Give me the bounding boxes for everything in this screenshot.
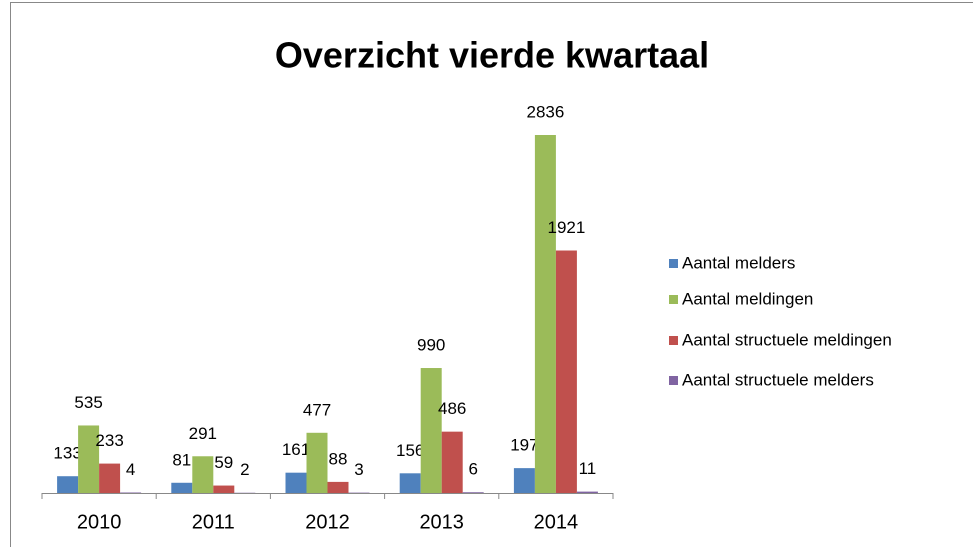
- data-label: 156: [396, 441, 424, 460]
- bar: [399, 473, 421, 493]
- bar: [99, 463, 121, 493]
- x-tick-label: 2011: [192, 511, 235, 533]
- bar: [513, 468, 535, 493]
- bar: [420, 368, 442, 493]
- data-label: 197: [510, 436, 538, 455]
- legend-label: Aantal melders: [682, 253, 795, 272]
- bar: [192, 456, 214, 493]
- legend-label: Aantal structuele melders: [682, 370, 874, 389]
- data-label: 4: [126, 460, 135, 479]
- legend-label: Aantal meldingen: [682, 289, 813, 308]
- legend-swatch: [669, 259, 678, 268]
- legend-label: Aantal structuele meldingen: [682, 330, 892, 349]
- bar: [285, 472, 307, 493]
- data-label: 6: [468, 460, 477, 479]
- data-label: 133: [53, 444, 81, 463]
- x-tick-label: 2012: [305, 511, 350, 533]
- x-tick-label: 2010: [77, 511, 122, 533]
- data-label: 233: [95, 431, 123, 450]
- bar: [576, 491, 598, 493]
- data-label: 11: [579, 459, 597, 478]
- data-label: 486: [438, 399, 466, 418]
- bar: [78, 425, 100, 493]
- data-label: 81: [172, 450, 191, 469]
- legend-swatch: [669, 336, 678, 345]
- data-label: 161: [282, 440, 310, 459]
- chart-frame: [10, 2, 973, 547]
- data-label: 477: [303, 400, 331, 419]
- x-tick-label: 2013: [419, 511, 464, 533]
- bar: [555, 250, 577, 493]
- legend-swatch: [669, 295, 678, 304]
- data-label: 291: [189, 424, 217, 443]
- bar: [171, 482, 193, 493]
- data-label: 1921: [547, 218, 585, 237]
- legend-swatch: [669, 376, 678, 385]
- data-label: 2836: [526, 102, 564, 121]
- bar: [120, 492, 142, 493]
- bar: [534, 135, 556, 493]
- bar: [306, 432, 328, 493]
- data-label: 535: [74, 393, 102, 412]
- bar: [441, 431, 463, 493]
- data-label: 990: [417, 336, 445, 355]
- x-tick-label: 2014: [534, 511, 579, 533]
- bar: [213, 485, 235, 493]
- bar: [57, 476, 79, 493]
- data-label: 59: [214, 453, 233, 472]
- data-label: 2: [240, 460, 249, 479]
- chart-title: Overzicht vierde kwartaal: [275, 35, 709, 76]
- data-label: 88: [329, 449, 348, 468]
- bar: [327, 481, 349, 493]
- data-label: 3: [354, 460, 363, 479]
- bar: [462, 492, 484, 493]
